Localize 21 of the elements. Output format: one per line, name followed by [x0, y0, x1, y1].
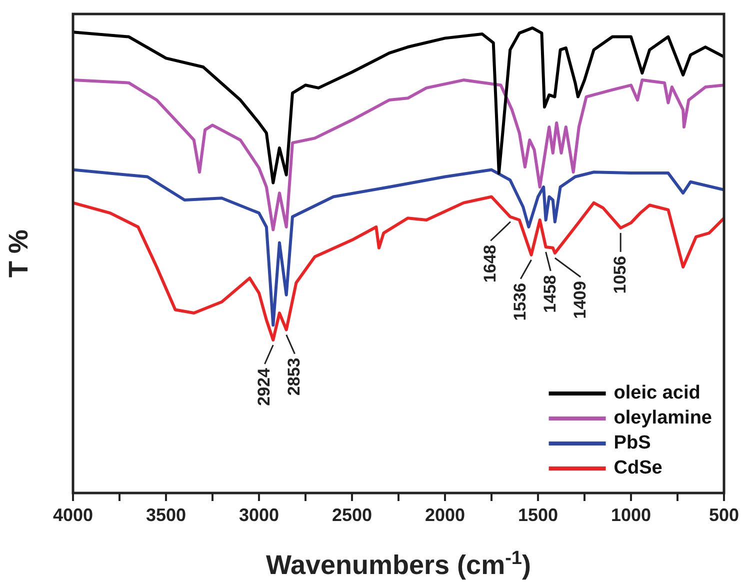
- legend-label: oleylamine: [614, 408, 712, 429]
- x-tick-label: 4000: [52, 504, 94, 525]
- legend-label: CdSe: [614, 458, 662, 479]
- x-tick-label: 3000: [238, 504, 280, 525]
- x-tick-label: 2500: [332, 504, 372, 525]
- annotation: 1648: [480, 244, 500, 283]
- annotation: 1056: [610, 256, 630, 294]
- legend-label: PbS: [614, 432, 651, 454]
- x-axis-title: Wavenumbers (cm$^{-1}$): [265, 548, 532, 581]
- x-tick-label: 500: [708, 504, 740, 525]
- x-tick-label: 1500: [518, 504, 558, 525]
- annotation: 1458: [540, 274, 560, 313]
- y-axis-title: T %: [4, 229, 34, 278]
- annotation: 2853: [284, 358, 304, 396]
- x-tick-label: 1000: [610, 504, 652, 525]
- x-tick-label: 3500: [146, 504, 186, 525]
- annotation: 2924: [254, 367, 274, 406]
- annotation: 1409: [570, 281, 590, 319]
- legend-label: oleic acid: [614, 382, 700, 404]
- annotation: 1536: [510, 282, 530, 321]
- x-tick-label: 2000: [424, 504, 466, 525]
